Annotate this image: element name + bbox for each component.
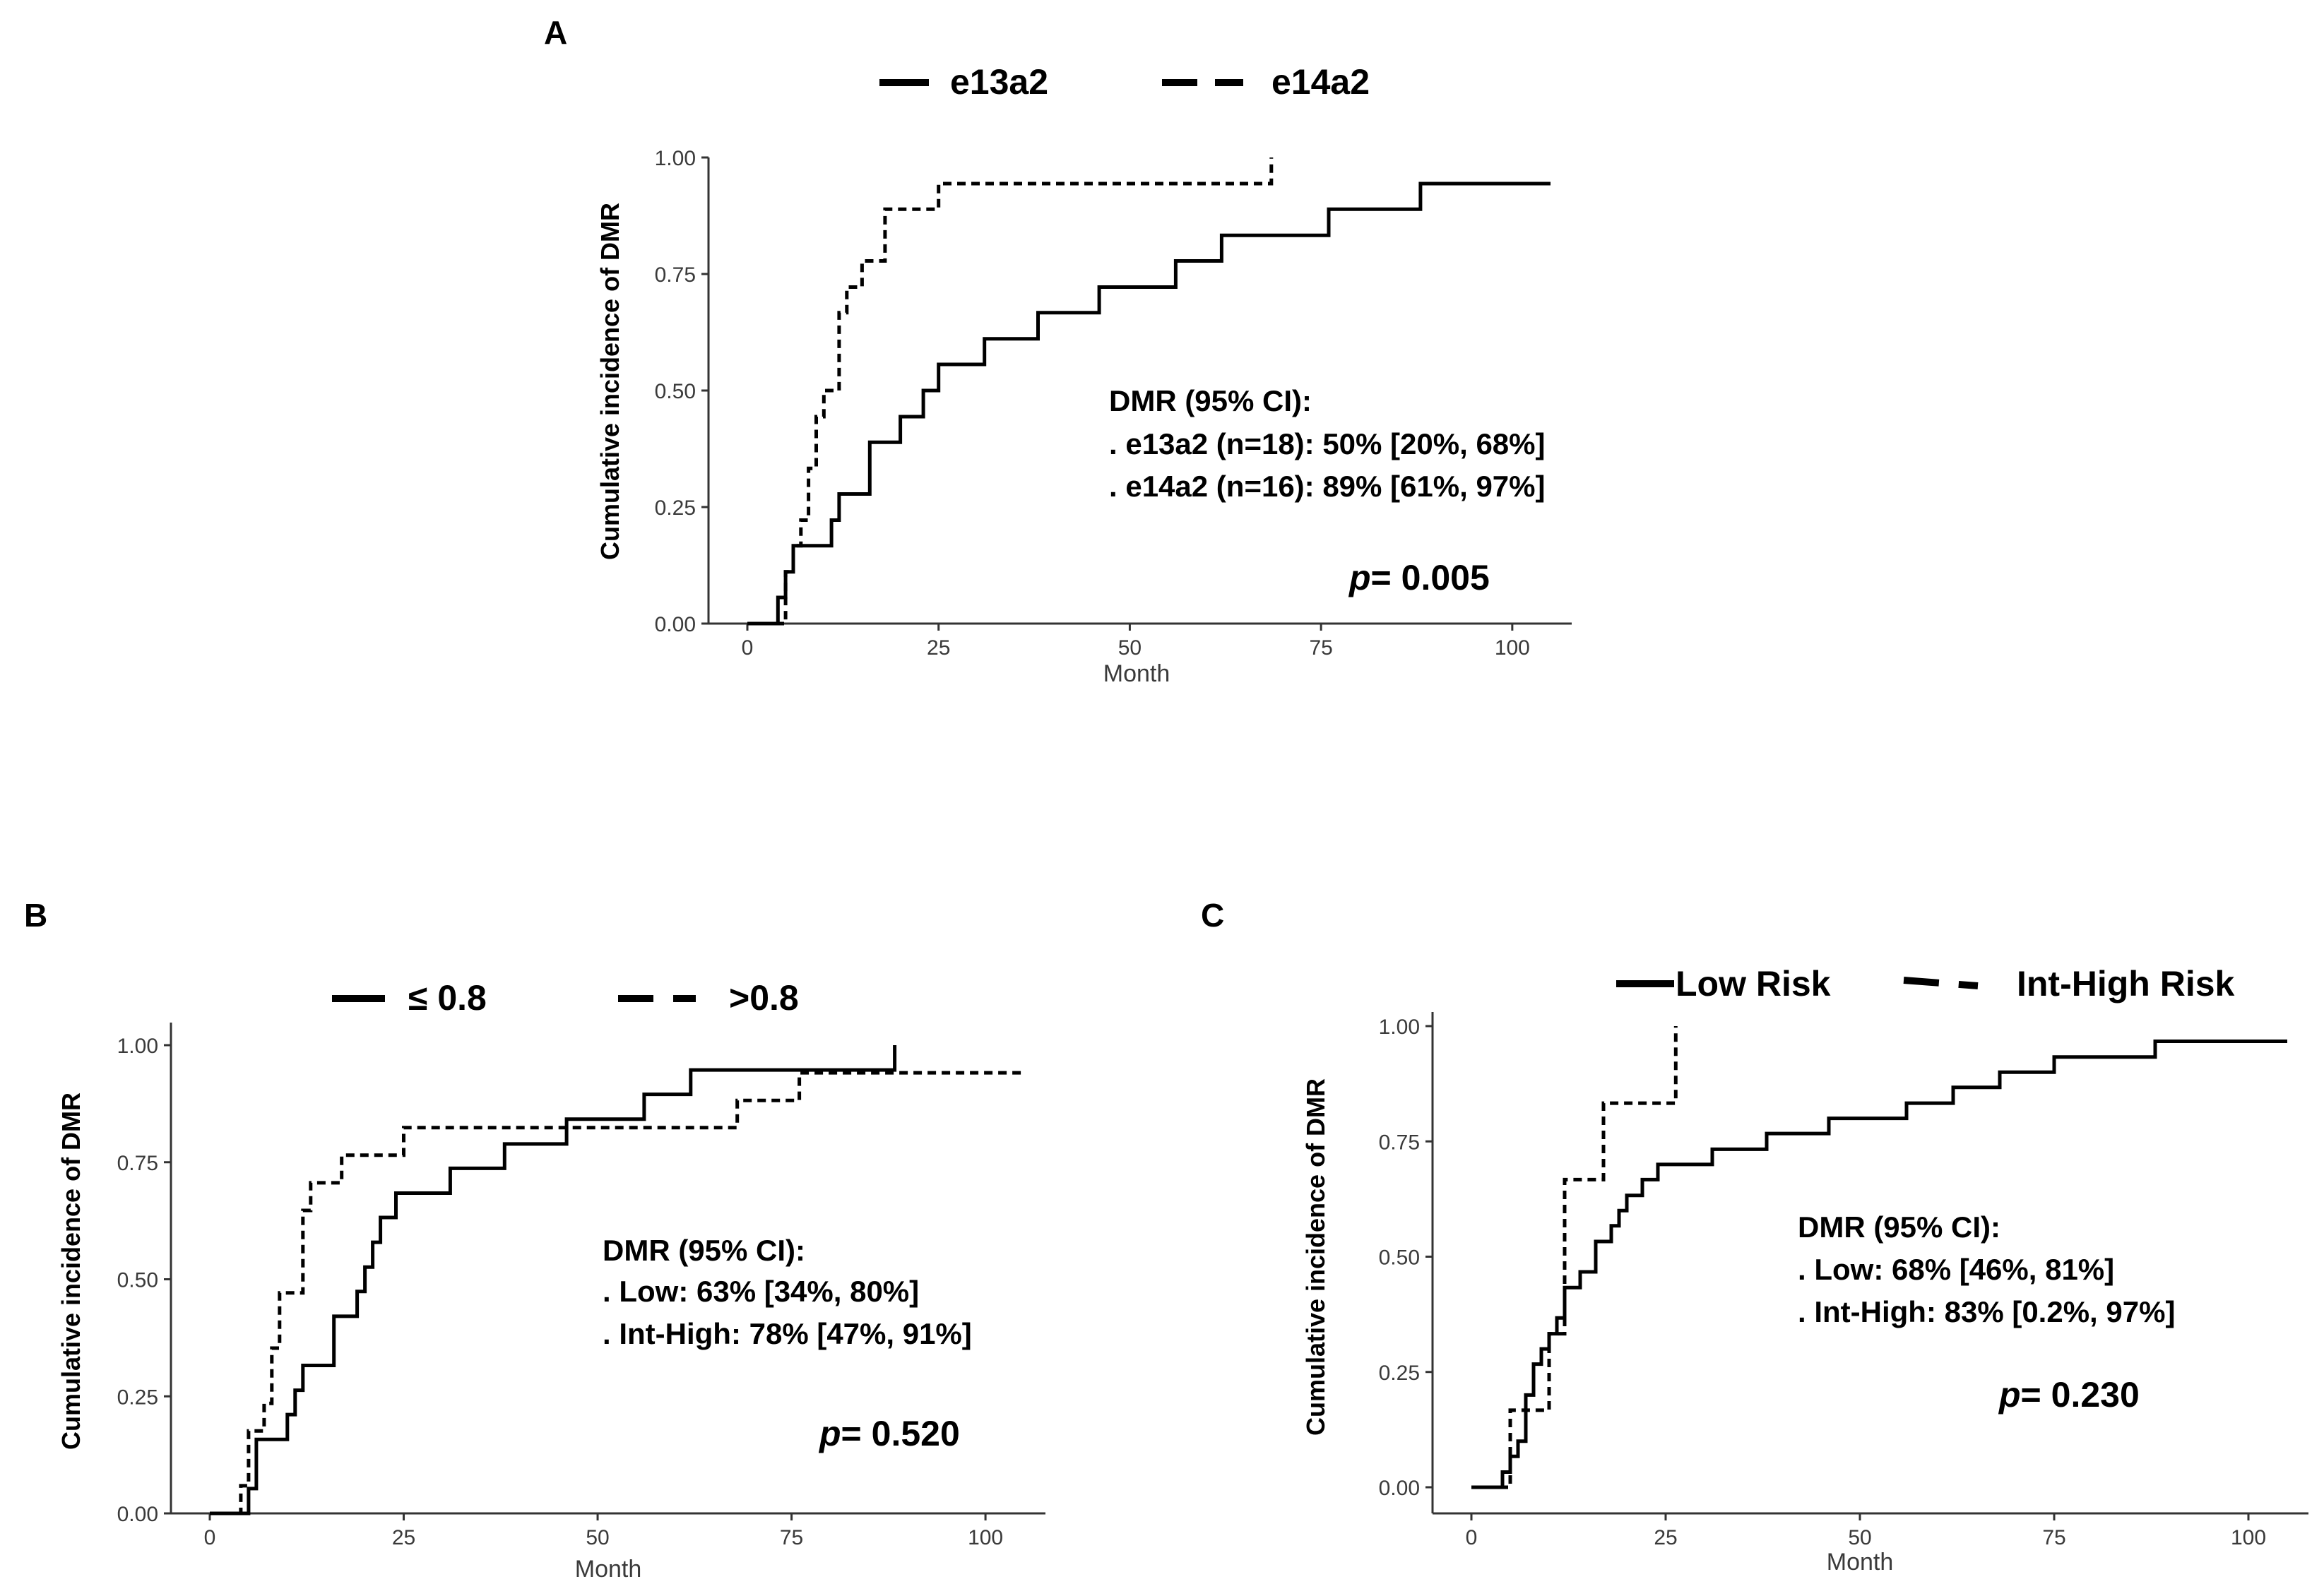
panel-a-y-tick-label: 0.00 (655, 613, 696, 636)
panel-b-y-tick-label: 1.00 (117, 1035, 158, 1058)
panel-c-y-tick-label: 0.75 (1379, 1131, 1420, 1154)
panel-b-y-axis-label: Cumulative incidence of DMR (57, 1092, 85, 1450)
panel-b-y-tick-label: 0.25 (117, 1386, 158, 1409)
panel-b-x-tick-label: 75 (780, 1526, 803, 1549)
panel-a-legend-label-2: e14a2 (1271, 62, 1370, 102)
panel-c-x-tick-label: 0 (1466, 1526, 1478, 1549)
panel-c-annotation-line-2: . Int-High: 83% [0.2%, 97%] (1798, 1295, 2175, 1328)
panel-c: C Low Risk Int-High Risk 0.00 0.25 0.50 0.7… (1201, 897, 2308, 1576)
panel-b-series-dashed-line (210, 1071, 1024, 1515)
panel-a: A e13a2 e14a2 0.00 0.25 0.50 0.75 1.00 0 25 50 7… (544, 14, 1572, 687)
panel-a-legend-label-1: e13a2 (950, 62, 1048, 102)
panel-a-annotation-title: DMR (95% CI): (1109, 384, 1312, 417)
panel-c-y-tick-label: 0.25 (1379, 1362, 1420, 1385)
panel-b-annotation: DMR (95% CI): . Low: 63% [34%, 80%] . In… (603, 1234, 972, 1453)
panel-b-series-solid-line (210, 1045, 897, 1515)
panel-b-annotation-line-1: . Low: 63% [34%, 80%] (603, 1275, 919, 1308)
panel-a-axes: 0.00 0.25 0.50 0.75 1.00 0 25 50 75 100 (655, 147, 1572, 660)
panel-c-x-tick-label: 25 (1654, 1526, 1677, 1549)
panel-c-y-tick-label: 1.00 (1379, 1016, 1420, 1039)
panel-a-x-tick-label: 100 (1495, 636, 1530, 660)
panel-a-x-tick-label: 25 (927, 636, 950, 660)
panel-c-x-tick-label: 100 (2231, 1526, 2266, 1549)
panel-c-axes: 0.00 0.25 0.50 0.75 1.00 0 25 50 75 100 (1379, 1012, 2308, 1549)
panel-a-x-tick-label: 0 (742, 636, 754, 660)
panel-c-x-axis-label: Month (1827, 1549, 1894, 1576)
panel-b-y-tick-label: 0.00 (117, 1503, 158, 1526)
panel-c-series-dashed-line (1471, 1026, 1678, 1489)
panel-c-letter: C (1201, 897, 1224, 934)
panel-a-x-tick-label: 50 (1118, 636, 1142, 660)
panel-c-series-solid-line (1471, 1040, 2287, 1489)
panel-a-x-axis-label: Month (1103, 660, 1170, 687)
panel-a-y-tick-label: 0.50 (655, 380, 696, 403)
panel-a-y-tick-label: 1.00 (655, 147, 696, 170)
panel-c-legend-label-2: Int-High Risk (2017, 964, 2235, 1004)
panel-a-legend: e13a2 e14a2 (879, 62, 1370, 102)
panel-c-legend-label-1: Low Risk (1676, 964, 1831, 1004)
panel-c-p-value: p= 0.230 (1998, 1375, 2140, 1415)
panel-a-y-tick-label: 0.75 (655, 263, 696, 287)
panel-a-letter: A (544, 14, 567, 51)
panel-c-y-tick-label: 0.00 (1379, 1477, 1420, 1500)
panel-c-legend: Low Risk Int-High Risk (1616, 964, 2235, 1004)
panel-b-y-tick-label: 0.75 (117, 1152, 158, 1175)
panel-b-axes: 0.00 0.25 0.50 0.75 1.00 0 25 50 75 100 (117, 1023, 1045, 1549)
panel-a-annotation-line-1: . e13a2 (n=18): 50% [20%, 68%] (1109, 427, 1546, 460)
panel-b-x-tick-label: 100 (968, 1526, 1003, 1549)
panel-b-p-value: p= 0.520 (818, 1414, 960, 1453)
panel-a-annotation-line-2: . e14a2 (n=16): 89% [61%, 97%] (1109, 470, 1546, 503)
panel-c-legend-dashed-swatch (1903, 977, 1979, 989)
panel-b-y-tick-label: 0.50 (117, 1269, 158, 1292)
panel-c-y-tick-label: 0.50 (1379, 1246, 1420, 1270)
panel-b: B ≤ 0.8 >0.8 0.00 0.25 0.50 0.75 1.00 0 25 50 75… (24, 897, 1045, 1583)
panel-b-x-tick-label: 50 (586, 1526, 609, 1549)
panel-b-annotation-title: DMR (95% CI): (603, 1234, 805, 1267)
panel-c-x-tick-label: 50 (1848, 1526, 1871, 1549)
panel-b-annotation-line-2: . Int-High: 78% [47%, 91%] (603, 1317, 972, 1350)
panel-b-x-tick-label: 0 (204, 1526, 216, 1549)
panel-a-x-tick-label: 75 (1309, 636, 1332, 660)
panel-a-annotation: DMR (95% CI): . e13a2 (n=18): 50% [20%, … (1109, 384, 1546, 597)
panel-b-letter: B (24, 897, 47, 934)
panel-a-y-tick-label: 0.25 (655, 496, 696, 520)
panel-c-y-axis-label: Cumulative incidence of DMR (1301, 1078, 1330, 1436)
panel-b-legend-label-2: >0.8 (729, 978, 799, 1018)
panel-b-legend: ≤ 0.8 >0.8 (332, 978, 799, 1018)
panel-a-y-axis-label: Cumulative incidence of DMR (595, 203, 624, 560)
panel-a-p-value: p= 0.005 (1348, 558, 1490, 597)
panel-c-x-tick-label: 75 (2042, 1526, 2065, 1549)
panel-b-legend-label-1: ≤ 0.8 (408, 978, 487, 1018)
panel-c-annotation: DMR (95% CI): . Low: 68% [46%, 81%] . In… (1798, 1210, 2175, 1415)
panel-b-x-axis-label: Month (575, 1556, 642, 1583)
panel-c-annotation-line-1: . Low: 68% [46%, 81%] (1798, 1253, 2114, 1286)
panel-c-annotation-title: DMR (95% CI): (1798, 1210, 2000, 1244)
panel-b-x-tick-label: 25 (392, 1526, 415, 1549)
